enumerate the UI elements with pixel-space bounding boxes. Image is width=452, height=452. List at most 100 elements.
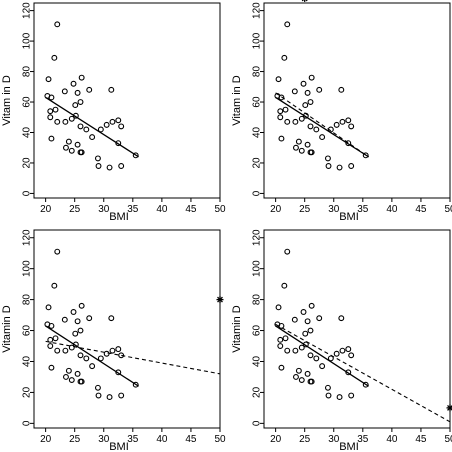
data-point xyxy=(298,147,305,154)
data-point xyxy=(319,134,326,141)
y-tick-label: 60 xyxy=(252,325,263,337)
x-tick-label: 30 xyxy=(328,204,340,215)
fit-line xyxy=(45,96,139,158)
x-tick-label: 50 xyxy=(214,204,226,215)
plot-frame xyxy=(263,2,451,199)
data-point xyxy=(45,304,52,311)
y-tick-label: 60 xyxy=(22,325,33,337)
data-point xyxy=(302,330,309,337)
data-point xyxy=(348,352,355,359)
y-tick-label: 0 xyxy=(22,420,33,426)
fit-line-with-outlier xyxy=(275,323,451,423)
x-tick-label: 45 xyxy=(415,204,427,215)
data-point xyxy=(316,86,323,93)
x-tick-label: 25 xyxy=(299,204,311,215)
x-tick-label: 45 xyxy=(185,434,197,445)
data-point xyxy=(277,343,284,349)
panel-bottom-right: 20 25 30 35 40 45 50 0 20 40 60 80 100 120 BMI Vitamin … xyxy=(231,229,452,452)
x-axis-label: BMI xyxy=(339,441,359,452)
data-point xyxy=(54,248,61,255)
y-tick-label: 40 xyxy=(22,355,33,367)
data-point xyxy=(74,318,81,325)
x-tick-label: 35 xyxy=(357,434,369,445)
data-point xyxy=(292,347,299,354)
y-axis-label: Vitam in D xyxy=(231,75,243,126)
x-tick-label: 40 xyxy=(156,434,168,445)
data-point xyxy=(77,123,84,130)
data-point xyxy=(345,346,352,353)
y-tick-label: 100 xyxy=(22,32,33,49)
data-point xyxy=(304,370,311,377)
data-point xyxy=(94,155,101,162)
data-point xyxy=(293,144,299,151)
x-tick-label: 30 xyxy=(98,434,110,445)
data-point xyxy=(65,367,72,374)
y-tick-label: 40 xyxy=(252,126,263,138)
data-point xyxy=(333,121,340,128)
data-point xyxy=(302,102,309,109)
y-tick-label: 0 xyxy=(252,420,263,426)
data-point xyxy=(298,344,305,351)
y-tick-label: 0 xyxy=(22,190,33,196)
data-point xyxy=(52,106,59,113)
data-point xyxy=(86,315,93,322)
y-tick-label: 40 xyxy=(22,126,33,138)
plot-frame xyxy=(33,2,221,199)
x-tick-label: 35 xyxy=(127,204,139,215)
plot-frame xyxy=(263,229,451,429)
x-tick-label: 20 xyxy=(40,204,52,215)
y-tick-label: 100 xyxy=(252,32,263,49)
x-tick-label: 35 xyxy=(127,434,139,445)
data-point xyxy=(103,121,110,128)
data-point xyxy=(115,346,122,353)
x-tick-label: 30 xyxy=(328,434,340,445)
y-tick-label: 120 xyxy=(252,2,263,19)
y-axis-label: Vitamin D xyxy=(231,305,243,353)
data-point xyxy=(70,309,77,315)
outlier-point xyxy=(216,296,224,304)
data-point xyxy=(291,88,298,95)
data-point xyxy=(78,378,85,385)
data-point xyxy=(327,355,334,362)
y-tick-label: 20 xyxy=(22,157,33,169)
data-point xyxy=(48,135,55,142)
data-point xyxy=(63,144,69,151)
fit-line-with-outlier xyxy=(275,92,369,158)
data-point xyxy=(292,118,299,125)
data-point xyxy=(61,316,68,323)
x-tick-label: 40 xyxy=(386,204,398,215)
data-point xyxy=(78,149,85,156)
data-point xyxy=(325,392,332,399)
data-point xyxy=(115,369,122,376)
x-tick-label: 20 xyxy=(270,204,282,215)
fit-line xyxy=(275,325,369,387)
data-point xyxy=(307,99,314,105)
data-point xyxy=(277,108,284,115)
data-point xyxy=(281,282,288,289)
data-point xyxy=(68,115,75,122)
y-tick-label: 20 xyxy=(252,157,263,169)
data-point xyxy=(308,149,315,156)
data-point xyxy=(319,363,326,370)
data-point xyxy=(95,392,102,399)
data-point xyxy=(284,347,291,354)
panel-top-right: 20 25 30 35 40 45 50 0 20 40 60 80 100 120 BMI Vitam in… xyxy=(231,0,452,223)
data-point xyxy=(86,86,93,93)
data-point xyxy=(339,118,346,125)
fit-line xyxy=(275,96,369,158)
data-point xyxy=(282,106,289,113)
y-tick-label: 80 xyxy=(22,294,33,306)
x-tick-label: 40 xyxy=(156,204,168,215)
data-point xyxy=(47,114,54,121)
data-point xyxy=(313,126,320,133)
data-point xyxy=(333,350,340,357)
data-point xyxy=(304,318,311,325)
data-point xyxy=(78,74,85,81)
data-point xyxy=(48,322,55,329)
data-point xyxy=(307,352,314,359)
y-tick-label: 80 xyxy=(22,66,33,78)
data-point xyxy=(338,315,345,322)
data-point xyxy=(74,141,81,148)
data-point xyxy=(68,147,75,154)
